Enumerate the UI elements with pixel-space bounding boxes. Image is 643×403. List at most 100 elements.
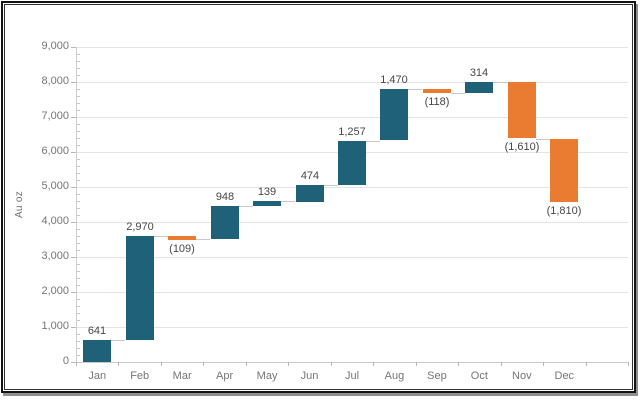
y-minor-tick (77, 180, 80, 181)
y-minor-tick (77, 201, 80, 202)
data-label-mar: (109) (169, 243, 195, 255)
y-minor-tick (77, 299, 80, 300)
x-boundary-tick (118, 362, 119, 366)
gridline (76, 327, 628, 328)
y-tick-label: 1,000 (41, 320, 69, 332)
bar-oct (465, 82, 493, 93)
x-boundary-tick (331, 362, 332, 366)
y-tick-label: 5,000 (41, 180, 69, 192)
connector-line (239, 206, 253, 207)
gridline (76, 187, 628, 188)
x-boundary-tick (373, 362, 374, 366)
bar-jul (338, 141, 366, 185)
bar-sep (423, 89, 451, 93)
y-major-tick (71, 117, 76, 118)
x-tick-label-may: May (256, 370, 278, 382)
connector-line (324, 185, 338, 186)
bar-nov (508, 82, 536, 138)
y-minor-tick (77, 131, 80, 132)
y-minor-tick (77, 75, 80, 76)
y-axis-title-text: Au oz (14, 190, 26, 219)
x-tick-label-oct: Oct (470, 370, 488, 382)
x-boundary-tick (543, 362, 544, 366)
y-minor-tick (77, 264, 80, 265)
y-major-tick (71, 152, 76, 153)
connector-line (111, 340, 125, 341)
y-major-tick (71, 257, 76, 258)
y-tick-label: 4,000 (41, 215, 69, 227)
x-boundary-tick (586, 362, 587, 366)
gridline (76, 82, 628, 83)
x-tick-label-mar: Mar (172, 370, 192, 382)
x-tick-label-sep: Sep (427, 370, 447, 382)
bar-jan (83, 340, 111, 362)
y-tick-label: 3,000 (41, 250, 69, 262)
y-minor-tick (77, 61, 80, 62)
x-boundary-tick (288, 362, 289, 366)
x-boundary-tick (501, 362, 502, 366)
y-tick-label: 7,000 (41, 110, 69, 122)
y-minor-tick (77, 320, 80, 321)
connector-line (493, 82, 507, 83)
data-label-feb: 2,970 (126, 221, 154, 233)
data-label-aug: 1,470 (380, 74, 408, 86)
y-minor-tick (77, 159, 80, 160)
bar-dec (550, 139, 578, 202)
y-minor-tick (77, 89, 80, 90)
data-label-may: 139 (257, 186, 277, 198)
y-minor-tick (77, 243, 80, 244)
x-axis-line (76, 362, 628, 363)
x-boundary-tick (76, 362, 77, 366)
connector-line (408, 89, 422, 90)
data-label-sep: (118) (424, 96, 450, 108)
y-major-tick (71, 327, 76, 328)
data-label-oct: 314 (469, 67, 489, 79)
gridline (76, 222, 628, 223)
x-boundary-tick (161, 362, 162, 366)
y-minor-tick (77, 124, 80, 125)
connector-line (451, 93, 465, 94)
y-minor-tick (77, 250, 80, 251)
y-major-tick (71, 187, 76, 188)
gridline (76, 292, 628, 293)
y-major-tick (71, 292, 76, 293)
y-tick-label: 0 (62, 355, 69, 367)
connector-line (196, 239, 210, 240)
y-minor-tick (77, 229, 80, 230)
connector-line (366, 141, 380, 142)
y-minor-tick (77, 355, 80, 356)
gridline (76, 117, 628, 118)
gridline (76, 257, 628, 258)
y-minor-tick (77, 194, 80, 195)
y-axis-line (76, 47, 77, 362)
y-minor-tick (77, 278, 80, 279)
x-tick-label-aug: Aug (384, 370, 405, 382)
data-label-dec: (1,810) (546, 205, 582, 217)
connector-line (154, 236, 168, 237)
y-minor-tick (77, 173, 80, 174)
y-minor-tick (77, 306, 80, 307)
y-minor-tick (77, 215, 80, 216)
y-minor-tick (77, 145, 80, 146)
connector-line (281, 201, 295, 202)
y-tick-label: 9,000 (41, 40, 69, 52)
y-minor-tick (77, 313, 80, 314)
data-label-jun: 474 (300, 170, 320, 182)
y-axis-title: Au oz (9, 47, 31, 362)
y-minor-tick (77, 271, 80, 272)
x-tick-label-nov: Nov (512, 370, 532, 382)
y-major-tick (71, 82, 76, 83)
gridline (76, 47, 628, 48)
y-major-tick (71, 47, 76, 48)
y-minor-tick (77, 166, 80, 167)
x-boundary-tick (628, 362, 629, 366)
bar-jun (296, 185, 324, 202)
y-major-tick (71, 362, 76, 363)
y-minor-tick (77, 110, 80, 111)
connector-line (536, 139, 550, 140)
bar-apr (211, 206, 239, 239)
y-tick-label: 2,000 (41, 285, 69, 297)
data-label-jan: 641 (87, 325, 107, 337)
y-minor-tick (77, 334, 80, 335)
y-tick-label: 6,000 (41, 145, 69, 157)
